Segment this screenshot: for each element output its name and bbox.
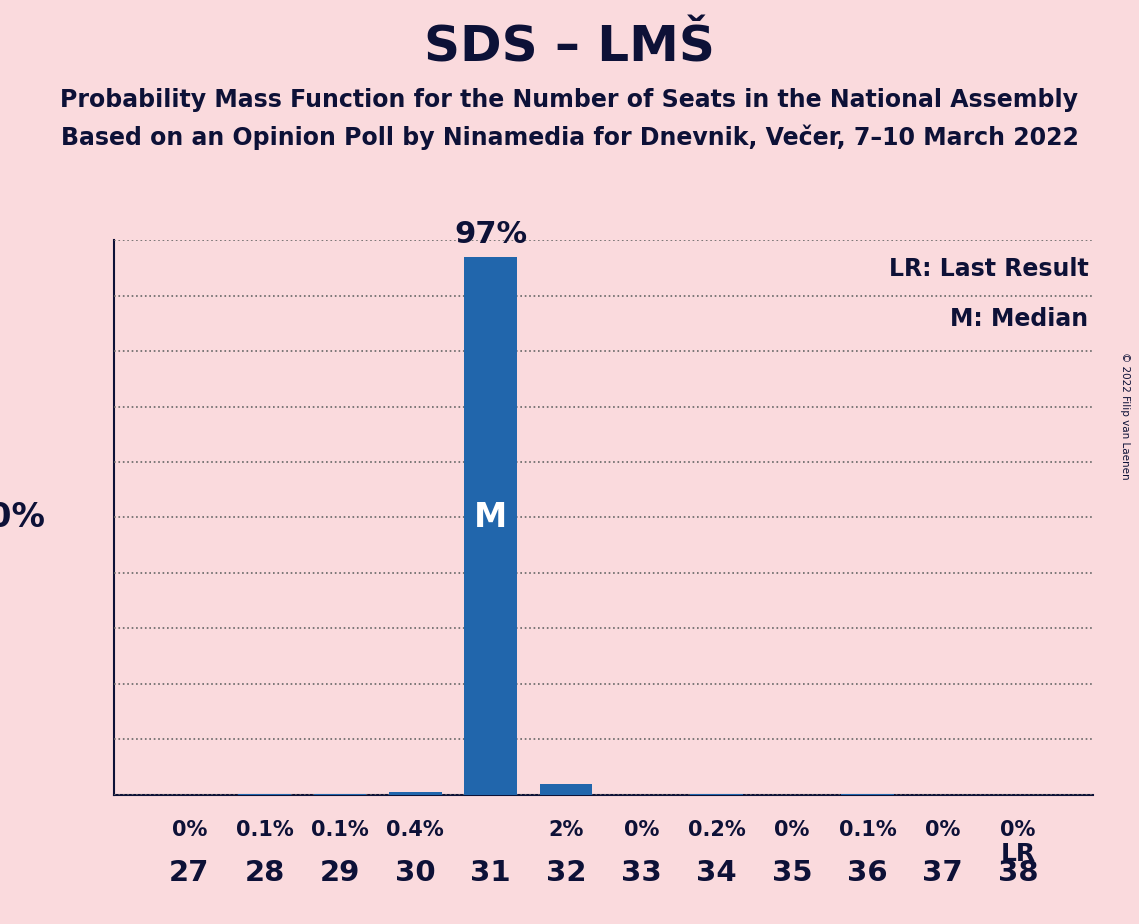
Text: Probability Mass Function for the Number of Seats in the National Assembly: Probability Mass Function for the Number… xyxy=(60,88,1079,112)
Text: 0%: 0% xyxy=(775,820,810,840)
Bar xyxy=(690,794,743,795)
Text: © 2022 Filip van Laenen: © 2022 Filip van Laenen xyxy=(1121,352,1130,480)
Text: 35: 35 xyxy=(772,858,812,886)
Text: 0%: 0% xyxy=(624,820,659,840)
Bar xyxy=(388,793,442,795)
Text: 0.1%: 0.1% xyxy=(236,820,294,840)
Text: LR: Last Result: LR: Last Result xyxy=(888,257,1089,281)
Text: 0.1%: 0.1% xyxy=(311,820,369,840)
Text: 0.2%: 0.2% xyxy=(688,820,746,840)
Text: 2%: 2% xyxy=(548,820,583,840)
Text: 27: 27 xyxy=(169,858,210,886)
Text: 32: 32 xyxy=(546,858,587,886)
Bar xyxy=(540,784,592,795)
Text: 28: 28 xyxy=(245,858,285,886)
Text: 97%: 97% xyxy=(454,220,527,249)
Text: 37: 37 xyxy=(923,858,964,886)
Text: 29: 29 xyxy=(320,858,360,886)
Text: Based on an Opinion Poll by Ninamedia for Dnevnik, Večer, 7–10 March 2022: Based on an Opinion Poll by Ninamedia fo… xyxy=(60,125,1079,151)
Text: M: M xyxy=(474,501,507,534)
Text: M: Median: M: Median xyxy=(950,307,1089,331)
Text: 0.1%: 0.1% xyxy=(838,820,896,840)
Text: 36: 36 xyxy=(847,858,887,886)
Text: LR: LR xyxy=(1000,842,1035,866)
Text: 0%: 0% xyxy=(172,820,207,840)
Bar xyxy=(465,257,517,795)
Text: 31: 31 xyxy=(470,858,511,886)
Text: 38: 38 xyxy=(998,858,1039,886)
Text: 50%: 50% xyxy=(0,501,46,534)
Text: 34: 34 xyxy=(696,858,737,886)
Text: 0.4%: 0.4% xyxy=(386,820,444,840)
Text: SDS – LMŠ: SDS – LMŠ xyxy=(424,23,715,71)
Text: 30: 30 xyxy=(395,858,435,886)
Text: 0%: 0% xyxy=(925,820,960,840)
Text: 0%: 0% xyxy=(1000,820,1035,840)
Text: 33: 33 xyxy=(621,858,662,886)
